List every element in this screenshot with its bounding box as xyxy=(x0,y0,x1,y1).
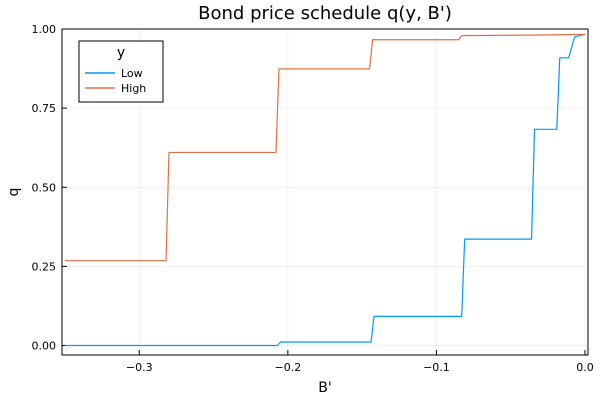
y-tick-label: 1.00 xyxy=(32,23,57,36)
legend-label-high: High xyxy=(121,82,146,95)
series-line-high xyxy=(64,33,586,262)
series-group xyxy=(64,33,586,347)
legend-box xyxy=(78,40,164,103)
axis-ticks: −0.3 −0.2 −0.1 0.0 0.00 0.25 0.50 0.75 1.00 xyxy=(32,23,594,374)
y-tick-label: 0.25 xyxy=(32,260,57,273)
y-tick-label: 0.00 xyxy=(32,340,57,353)
plot-frame xyxy=(61,28,589,356)
x-axis-title: B' xyxy=(318,380,331,396)
y-tick-label: 0.50 xyxy=(32,181,57,194)
legend: y Low High xyxy=(78,40,164,103)
x-tick-label: −0.1 xyxy=(423,361,450,374)
y-axis-title: q xyxy=(6,188,22,197)
x-tick-label: 0.0 xyxy=(576,361,594,374)
legend-title: y xyxy=(117,45,125,61)
y-tick-label: 0.75 xyxy=(32,102,57,115)
series-line-low xyxy=(64,33,586,347)
x-tick-label: −0.2 xyxy=(274,361,301,374)
legend-label-low: Low xyxy=(121,67,143,80)
chart-title: Bond price schedule q(y, B') xyxy=(198,3,452,24)
x-tick-label: −0.3 xyxy=(126,361,153,374)
